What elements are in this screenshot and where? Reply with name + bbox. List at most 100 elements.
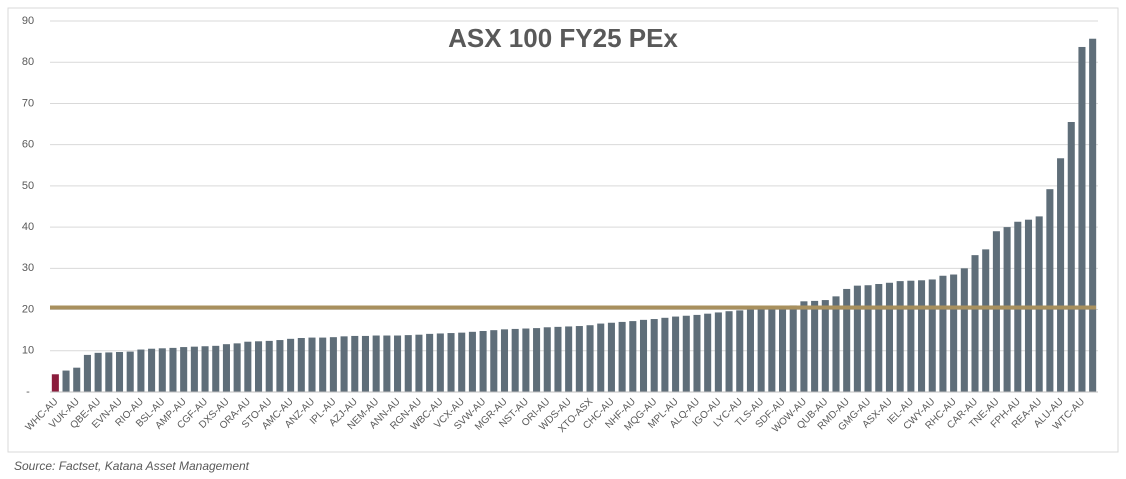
bar	[137, 349, 145, 392]
bar	[693, 314, 701, 392]
bar	[586, 325, 594, 392]
bar	[287, 338, 295, 392]
bar	[597, 323, 605, 392]
bar	[746, 309, 754, 392]
bar	[607, 322, 615, 392]
bar	[126, 351, 134, 392]
y-tick-label: 90	[22, 15, 34, 27]
bar	[533, 328, 541, 392]
bar	[971, 255, 979, 392]
bar	[896, 281, 904, 392]
bar	[928, 279, 936, 392]
y-tick-label: 20	[22, 303, 34, 315]
bar	[361, 335, 369, 392]
bar	[639, 319, 648, 392]
bar	[554, 326, 562, 392]
bar	[415, 334, 423, 392]
bar	[105, 352, 113, 392]
bar	[500, 329, 509, 392]
bar	[907, 280, 915, 392]
y-tick-label: 30	[22, 262, 34, 274]
y-tick-label: 70	[22, 97, 34, 109]
bar	[201, 346, 209, 392]
bar	[704, 313, 712, 392]
bar	[212, 345, 220, 392]
bar	[297, 337, 305, 392]
bar	[1035, 216, 1043, 392]
bar	[490, 330, 498, 392]
bar	[779, 306, 787, 392]
bar	[158, 348, 166, 392]
bar	[426, 333, 434, 392]
bar	[329, 337, 337, 392]
bar	[83, 354, 91, 392]
bar	[757, 308, 765, 392]
bar	[885, 282, 893, 392]
bar	[950, 274, 958, 392]
bar	[190, 346, 198, 392]
bar	[383, 335, 391, 392]
bar	[73, 367, 81, 392]
bar	[843, 288, 851, 392]
bar	[148, 348, 156, 392]
bar	[265, 340, 273, 392]
bar	[918, 280, 926, 392]
bar	[340, 336, 348, 392]
bar	[115, 352, 124, 392]
bar	[543, 327, 551, 392]
bar	[62, 370, 70, 392]
bar	[308, 337, 316, 392]
bar	[618, 321, 626, 392]
bar	[233, 343, 241, 392]
bar	[832, 296, 840, 392]
bar	[522, 328, 530, 392]
bar	[650, 319, 658, 392]
bar	[629, 321, 637, 392]
y-tick-label: 60	[22, 139, 34, 151]
bar	[468, 331, 476, 392]
bar	[458, 332, 466, 392]
bar	[853, 285, 861, 392]
bar	[180, 347, 188, 392]
y-tick-label: 10	[22, 345, 34, 357]
bar	[768, 307, 776, 392]
y-tick-label: 40	[22, 221, 34, 233]
bar	[1046, 189, 1054, 392]
bar	[789, 305, 797, 392]
bar	[319, 337, 327, 392]
source-note: Source: Factset, Katana Asset Management	[14, 459, 250, 473]
bar	[479, 330, 487, 392]
bar	[447, 333, 455, 392]
y-tick-label: 50	[22, 180, 34, 192]
bar	[255, 341, 263, 392]
bar	[992, 231, 1000, 392]
bar	[811, 300, 819, 392]
y-tick-label: -	[26, 386, 30, 398]
bar	[672, 316, 680, 392]
bar	[51, 374, 59, 392]
bar	[1057, 158, 1065, 392]
bar	[372, 335, 380, 392]
bar	[725, 311, 733, 392]
bar	[222, 344, 230, 392]
bar	[982, 249, 990, 392]
bar	[875, 283, 883, 392]
bar	[1089, 38, 1097, 392]
bar	[800, 301, 808, 392]
bar	[939, 275, 947, 392]
bar	[169, 347, 177, 392]
bar	[276, 340, 284, 392]
bar	[736, 310, 744, 392]
bar	[565, 326, 573, 392]
bar	[394, 335, 402, 392]
bar	[821, 300, 829, 392]
bar	[864, 285, 872, 392]
bar	[1067, 121, 1075, 392]
bar	[1078, 46, 1086, 392]
bar	[960, 268, 968, 392]
bar	[575, 326, 583, 392]
bar	[351, 335, 359, 392]
bar	[714, 312, 722, 392]
bar	[661, 317, 669, 392]
